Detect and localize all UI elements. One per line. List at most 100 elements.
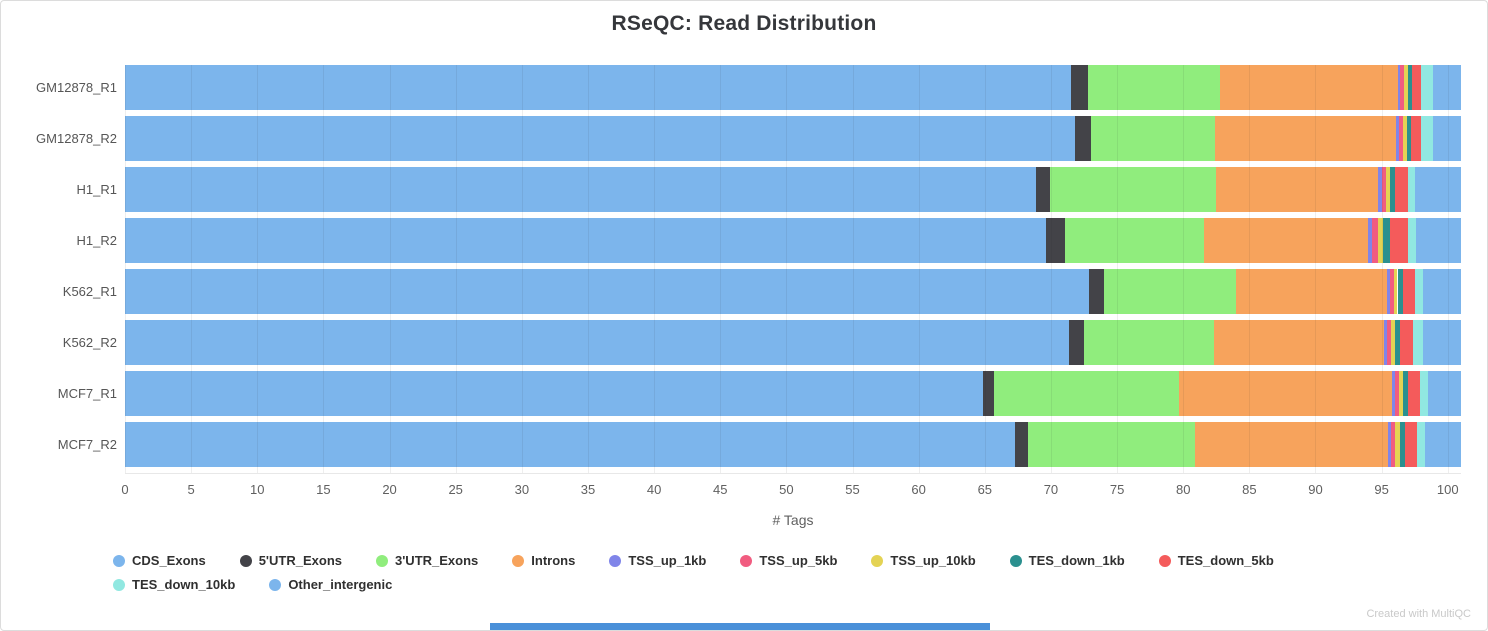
bar-segment-TSS_up_10kb[interactable] xyxy=(1377,218,1383,263)
bar-segment-TES_down_1kb[interactable] xyxy=(1400,422,1406,467)
bar-segment-Other_intergenic[interactable] xyxy=(1422,320,1461,365)
bar-segment-Introns[interactable] xyxy=(1204,218,1369,263)
bar-segment-TSS_up_5kb[interactable] xyxy=(1398,116,1403,161)
bar-segment-TSS_up_10kb[interactable] xyxy=(1404,65,1409,110)
bar-segment-TES_down_10kb[interactable] xyxy=(1421,116,1434,161)
bar-segment-3'UTR_Exons[interactable] xyxy=(1087,65,1221,110)
bar-segment-Other_intergenic[interactable] xyxy=(1416,218,1461,263)
legend-item-5'UTR_Exons[interactable]: 5'UTR_Exons xyxy=(239,553,342,568)
bar-segment-TES_down_5kb[interactable] xyxy=(1405,422,1418,467)
bar-segment-TES_down_5kb[interactable] xyxy=(1412,65,1422,110)
bar-segment-TSS_up_5kb[interactable] xyxy=(1372,218,1378,263)
bar-segment-3'UTR_Exons[interactable] xyxy=(1090,116,1215,161)
bar-segment-TES_down_5kb[interactable] xyxy=(1389,218,1409,263)
legend-item-TSS_up_10kb[interactable]: TSS_up_10kb xyxy=(871,553,976,568)
bar-segment-TES_down_1kb[interactable] xyxy=(1382,218,1390,263)
bar-segment-5'UTR_Exons[interactable] xyxy=(1036,167,1050,212)
bar-segment-CDS_Exons[interactable] xyxy=(125,371,984,416)
bar-segment-TES_down_1kb[interactable] xyxy=(1408,65,1413,110)
bar-segment-TES_down_1kb[interactable] xyxy=(1406,116,1411,161)
bar-segment-CDS_Exons[interactable] xyxy=(125,422,1016,467)
bar-segment-TES_down_10kb[interactable] xyxy=(1413,320,1423,365)
bar-segment-TSS_up_10kb[interactable] xyxy=(1390,320,1395,365)
bar-segment-TES_down_10kb[interactable] xyxy=(1408,167,1415,212)
bar-segment-Other_intergenic[interactable] xyxy=(1433,116,1461,161)
bar-segment-Introns[interactable] xyxy=(1213,320,1385,365)
legend-item-Introns[interactable]: Introns xyxy=(512,553,575,568)
bar-segment-5'UTR_Exons[interactable] xyxy=(1089,269,1104,314)
legend-item-TES_down_5kb[interactable]: TES_down_5kb xyxy=(1158,553,1274,568)
bar-segment-TES_down_1kb[interactable] xyxy=(1402,371,1409,416)
bar-segment-5'UTR_Exons[interactable] xyxy=(983,371,995,416)
bar-segment-TES_down_10kb[interactable] xyxy=(1408,218,1416,263)
bar-segment-TSS_up_10kb[interactable] xyxy=(1385,167,1390,212)
bar-segment-TES_down_10kb[interactable] xyxy=(1417,422,1426,467)
legend-item-TSS_up_5kb[interactable]: TSS_up_5kb xyxy=(740,553,837,568)
bottom-scrollbar[interactable] xyxy=(490,623,990,630)
bar-segment-CDS_Exons[interactable] xyxy=(125,320,1070,365)
bar-segment-5'UTR_Exons[interactable] xyxy=(1074,116,1091,161)
bar-segment-TES_down_1kb[interactable] xyxy=(1397,269,1403,314)
bar-segment-5'UTR_Exons[interactable] xyxy=(1070,65,1088,110)
bar-segment-TES_down_5kb[interactable] xyxy=(1400,320,1414,365)
bar-segment-CDS_Exons[interactable] xyxy=(125,218,1046,263)
bar-segment-TSS_up_1kb[interactable] xyxy=(1368,218,1373,263)
bar-segment-Other_intergenic[interactable] xyxy=(1422,269,1461,314)
legend-item-3'UTR_Exons[interactable]: 3'UTR_Exons xyxy=(375,553,478,568)
bar-segment-CDS_Exons[interactable] xyxy=(125,116,1075,161)
bar-segment-CDS_Exons[interactable] xyxy=(125,167,1037,212)
legend-item-TES_down_1kb[interactable]: TES_down_1kb xyxy=(1009,553,1125,568)
bar-segment-5'UTR_Exons[interactable] xyxy=(1069,320,1084,365)
bar-segment-TSS_up_1kb[interactable] xyxy=(1392,371,1395,416)
bar-segment-TSS_up_5kb[interactable] xyxy=(1394,371,1399,416)
bar-segment-TSS_up_10kb[interactable] xyxy=(1394,422,1401,467)
bar-segment-Introns[interactable] xyxy=(1216,167,1378,212)
bar-segment-3'UTR_Exons[interactable] xyxy=(1028,422,1196,467)
bar-segment-TSS_up_5kb[interactable] xyxy=(1381,167,1386,212)
bar-segment-Other_intergenic[interactable] xyxy=(1414,167,1461,212)
bar-segment-TSS_up_10kb[interactable] xyxy=(1393,269,1398,314)
bar-segment-TSS_up_5kb[interactable] xyxy=(1386,320,1391,365)
bar-segment-3'UTR_Exons[interactable] xyxy=(1049,167,1217,212)
bar-segment-TSS_up_5kb[interactable] xyxy=(1400,65,1405,110)
bar-segment-TES_down_1kb[interactable] xyxy=(1389,167,1395,212)
bar-segment-TES_down_10kb[interactable] xyxy=(1419,371,1428,416)
bar-segment-TES_down_5kb[interactable] xyxy=(1408,371,1420,416)
bar-segment-TSS_up_1kb[interactable] xyxy=(1386,269,1390,314)
bar-segment-TES_down_10kb[interactable] xyxy=(1421,65,1434,110)
bar-segment-TES_down_5kb[interactable] xyxy=(1410,116,1422,161)
bar-segment-Other_intergenic[interactable] xyxy=(1433,65,1461,110)
bar-segment-3'UTR_Exons[interactable] xyxy=(994,371,1180,416)
bar-segment-Other_intergenic[interactable] xyxy=(1425,422,1461,467)
bar-segment-TSS_up_5kb[interactable] xyxy=(1390,422,1395,467)
bar-segment-Introns[interactable] xyxy=(1220,65,1398,110)
legend-item-Other_intergenic[interactable]: Other_intergenic xyxy=(269,577,392,592)
legend-item-TES_down_10kb[interactable]: TES_down_10kb xyxy=(113,577,235,592)
bar-segment-3'UTR_Exons[interactable] xyxy=(1084,320,1214,365)
bar-segment-TSS_up_10kb[interactable] xyxy=(1398,371,1403,416)
bar-segment-TSS_up_10kb[interactable] xyxy=(1402,116,1407,161)
bar-segment-CDS_Exons[interactable] xyxy=(125,65,1071,110)
bar-segment-Introns[interactable] xyxy=(1236,269,1387,314)
bar-segment-Introns[interactable] xyxy=(1195,422,1389,467)
bar-segment-5'UTR_Exons[interactable] xyxy=(1045,218,1066,263)
legend-item-CDS_Exons[interactable]: CDS_Exons xyxy=(113,553,206,568)
bar-segment-TSS_up_1kb[interactable] xyxy=(1384,320,1387,365)
bar-segment-Introns[interactable] xyxy=(1214,116,1397,161)
bar-segment-3'UTR_Exons[interactable] xyxy=(1103,269,1237,314)
bar-segment-TES_down_5kb[interactable] xyxy=(1402,269,1415,314)
legend-item-TSS_up_1kb[interactable]: TSS_up_1kb xyxy=(609,553,706,568)
bar-segment-TES_down_1kb[interactable] xyxy=(1394,320,1401,365)
bar-segment-Introns[interactable] xyxy=(1179,371,1393,416)
bar-segment-TES_down_10kb[interactable] xyxy=(1414,269,1423,314)
bar-segment-TSS_up_1kb[interactable] xyxy=(1377,167,1382,212)
bar-segment-TSS_up_5kb[interactable] xyxy=(1389,269,1394,314)
bar-segment-TSS_up_1kb[interactable] xyxy=(1397,65,1401,110)
bar-segment-Other_intergenic[interactable] xyxy=(1427,371,1461,416)
bar-segment-TES_down_5kb[interactable] xyxy=(1394,167,1409,212)
bar-segment-3'UTR_Exons[interactable] xyxy=(1065,218,1205,263)
bar-segment-5'UTR_Exons[interactable] xyxy=(1015,422,1029,467)
bar-segment-TSS_up_1kb[interactable] xyxy=(1388,422,1391,467)
bar-segment-TSS_up_1kb[interactable] xyxy=(1396,116,1399,161)
bar-segment-CDS_Exons[interactable] xyxy=(125,269,1090,314)
